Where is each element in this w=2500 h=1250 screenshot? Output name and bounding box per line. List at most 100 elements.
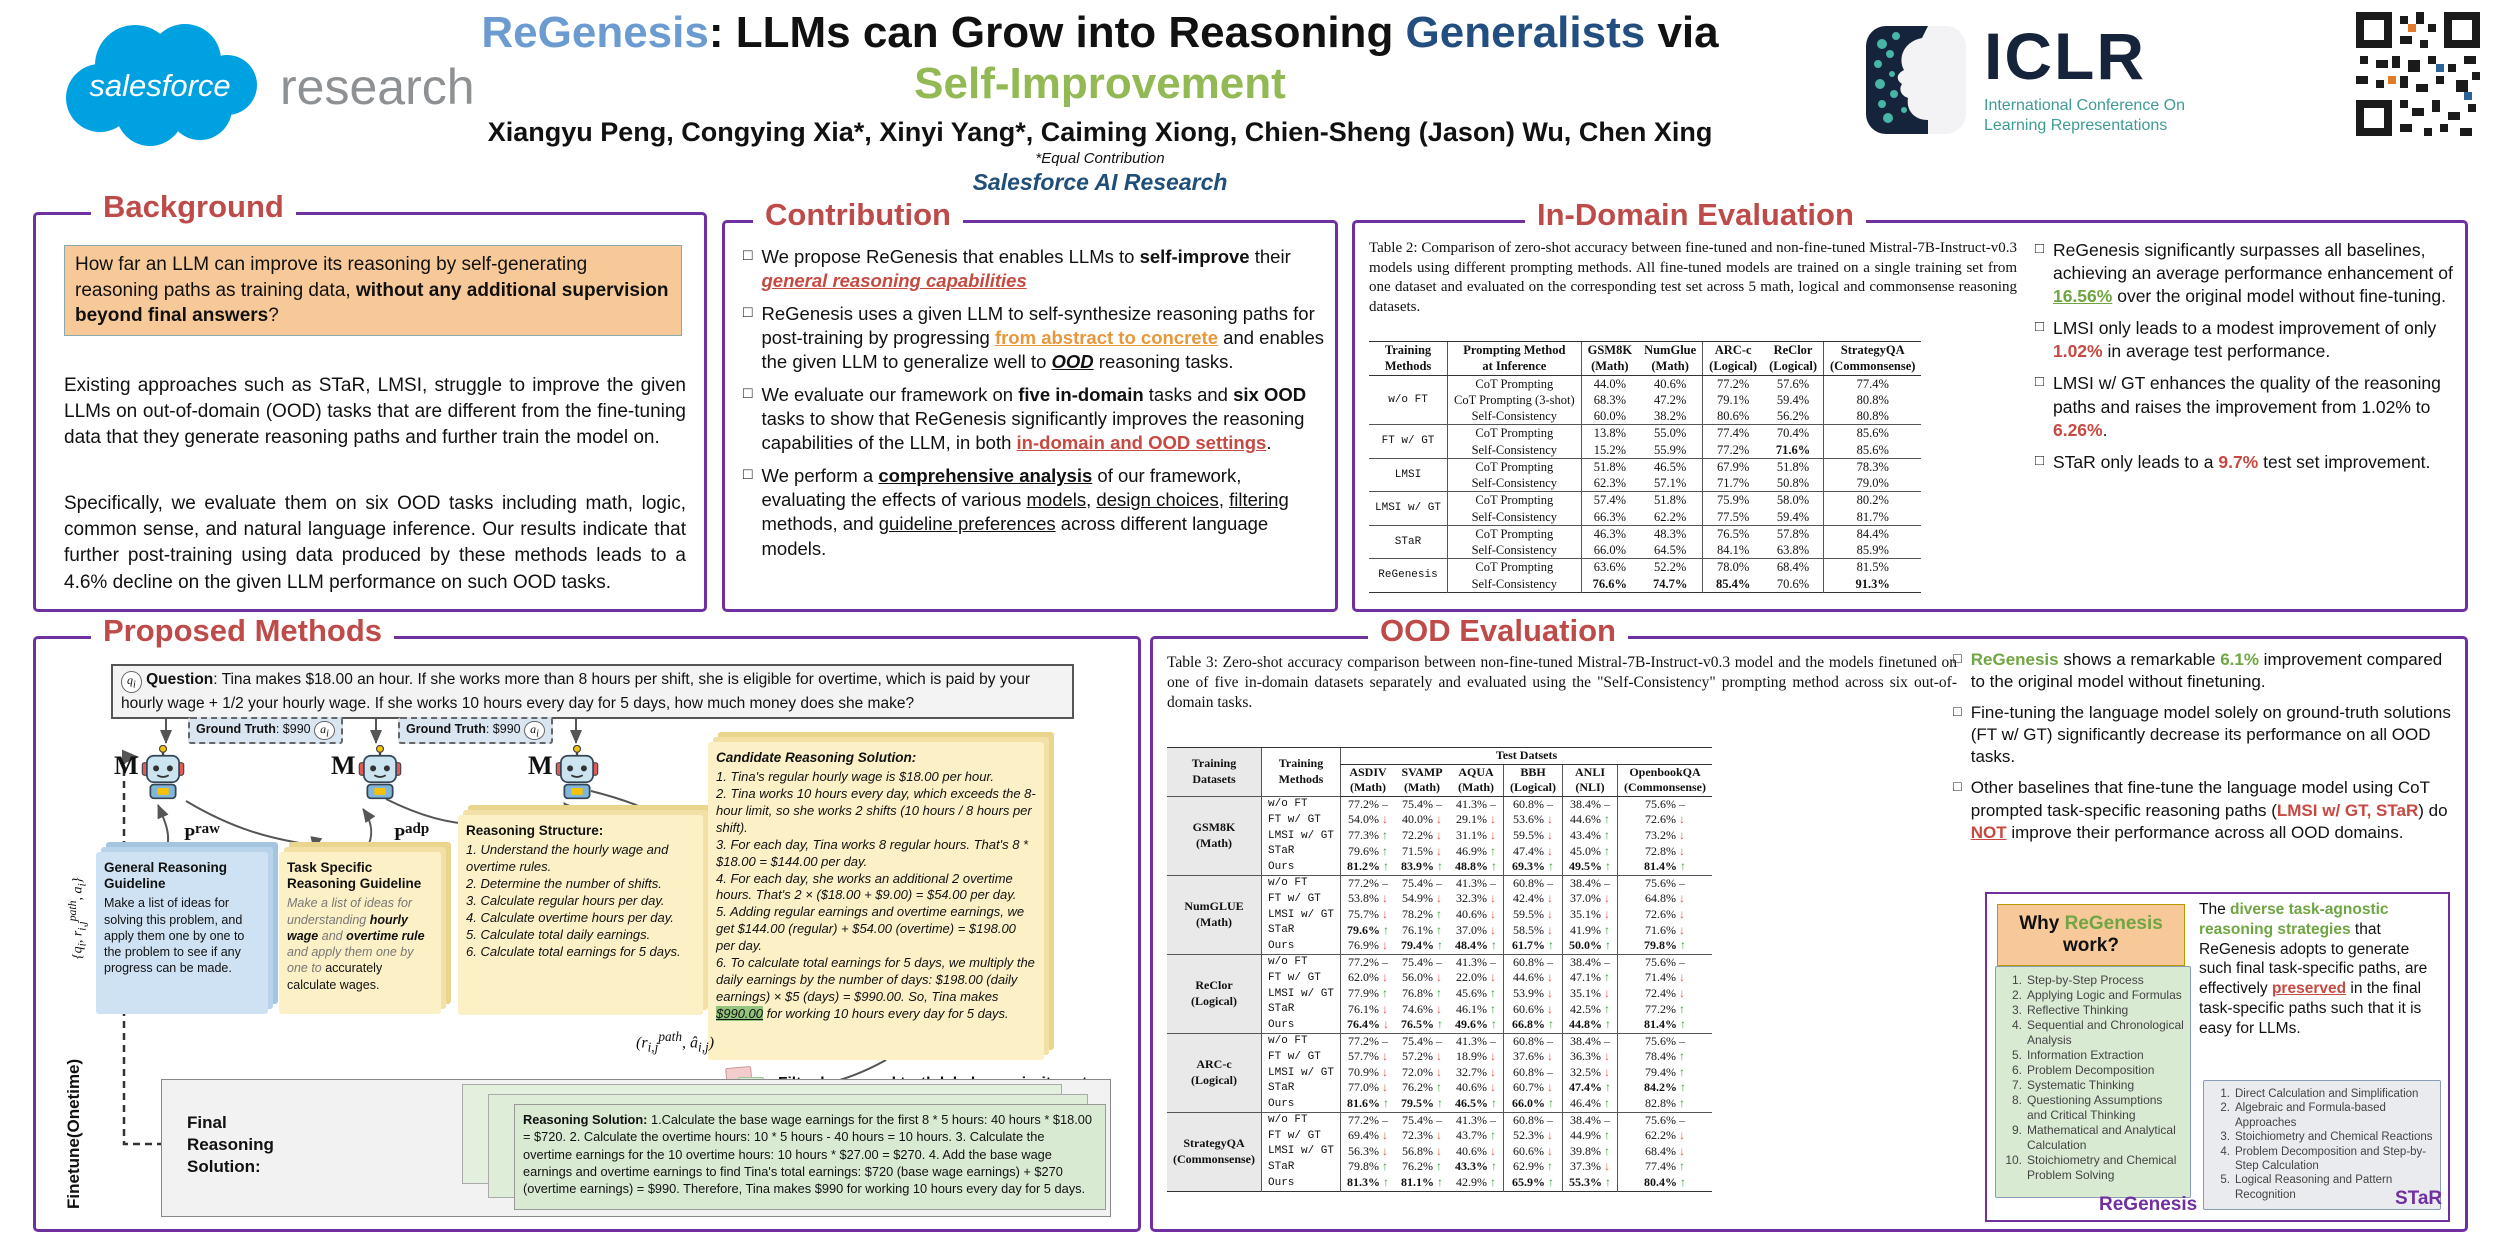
text-segment: We propose ReGenesis that enables LLMs t… [761, 246, 1140, 267]
text-segment: tasks and [1143, 384, 1234, 406]
table-cell: 79.6% ↑ [1340, 843, 1396, 860]
header-line1: AQUA [1458, 764, 1494, 779]
dataset-name: GSM8K [1192, 820, 1236, 835]
cell-value: 38.4% [1570, 1112, 1602, 1127]
text-segment: improve their performance across all OOD… [2006, 822, 2404, 842]
bullet-text: STaR only leads to a 9.7% test set impro… [2053, 451, 2455, 474]
list-number: 4. [2011, 1018, 2022, 1032]
ground-truth-box-1: Ground Truth: $990 ai [188, 717, 343, 745]
why-title: Why ReGenesis work? [1997, 904, 2185, 966]
trend-icon: – [1487, 954, 1497, 969]
cell-value: 46.4% [1570, 1096, 1602, 1111]
table-cell: 75.7% ↓ [1340, 906, 1396, 923]
table-cell: 44.8% ↑ [1562, 1017, 1618, 1034]
trend-icon: ↓ [1676, 891, 1686, 906]
trend-icon: ↓ [1379, 1143, 1389, 1158]
iclr-subtitle: International Conference On Learning Rep… [1984, 97, 2186, 134]
table-cell: 55.9% [1653, 442, 1687, 457]
table-cell: 71.5% ↓ [1395, 844, 1449, 860]
table-row: STaR 76.1% ↓ 74.6% ↓ 46.1% ↑ 60.6% ↓ 42.5% ↑ 7… [1167, 1001, 1713, 1018]
cell-value: 59.5% [1513, 906, 1545, 921]
text-segment: ? [268, 305, 279, 327]
cell-value: 60.8% [1513, 954, 1545, 969]
table-cell: 59.5% ↓ [1503, 827, 1563, 844]
header-line2: (Commonsense) [1624, 780, 1707, 795]
table-cell: 18.9% ↓ [1449, 1049, 1504, 1065]
text-segment: : $990 [275, 722, 315, 736]
cell-value: 79.6% [1347, 922, 1381, 937]
table-cell: 60.8% – [1503, 1032, 1563, 1050]
ood-title: OOD Evaluation [1368, 613, 1628, 649]
text-segment: 1.Calculate the base wage earnings for t… [523, 1112, 1093, 1197]
table-row: LMSI w/ GT CoT Prompting 57.4% 51.8% 75.9% 58… [1369, 491, 1922, 526]
trend-icon: ↑ [1601, 812, 1611, 827]
table-cell: 47.2% [1653, 392, 1687, 407]
bullet-square-icon: □ [743, 466, 753, 484]
training-method-cell: w/o FT [1260, 1111, 1341, 1129]
trend-icon: ↓ [1601, 906, 1611, 921]
table-cell: Self-Consistency [1447, 575, 1582, 593]
table-cell: 59.4% [1776, 392, 1810, 407]
trend-icon: ↓ [1544, 843, 1554, 858]
text-segment: Other baselines that fine-tune the langu… [1970, 778, 2430, 820]
trend-icon: – [1601, 1033, 1611, 1048]
cell-value: 38.4% [1570, 954, 1602, 969]
cell-value: 76.8% [1402, 985, 1434, 1000]
bullet-text: We perform a comprehensive analysis of o… [762, 464, 1326, 560]
table-cell: 76.8% ↑ [1395, 986, 1449, 1002]
trend-icon: ↓ [1380, 1017, 1390, 1032]
cell-value: 77.2% [1348, 1033, 1380, 1048]
cell-value: 55.3% [1569, 1175, 1603, 1190]
table-cell: 42.4% ↓ [1503, 891, 1563, 907]
cell-value: 45.6% [1456, 985, 1488, 1000]
text-segment: that ReGenesis adopts to generate such f… [2199, 920, 2428, 998]
list-text: Problem Decomposition [2027, 1063, 2155, 1077]
dataset-type: (Math) [1196, 835, 1232, 850]
table-row: w/o FT CoT Prompting 44.0% 40.6% 77.2% 57.6% 7… [1369, 374, 1922, 425]
trend-icon: ↓ [1601, 985, 1611, 1000]
superscript: path [66, 900, 79, 922]
table-row: LMSI w/ GT 56.3% ↓ 56.8% ↓ 40.6% ↓ 60.6% ↓ 39… [1167, 1143, 1713, 1160]
list-item: 5. Information Extraction [2002, 1048, 2184, 1063]
table-cell: 59.4% [1776, 509, 1810, 524]
table-cell: 55.0% [1638, 424, 1703, 442]
table-cell: 77.2% – [1340, 1032, 1396, 1050]
table-cell: 72.2% ↓ [1395, 828, 1449, 844]
text-segment: overtime rule [346, 928, 425, 943]
cell-value: 72.8% [1645, 843, 1677, 858]
text-segment: : Tina makes $18.00 an hour. If she work… [121, 671, 1031, 713]
table-cell: CoT Prompting [1447, 558, 1582, 576]
cell-value: 76.1% [1402, 922, 1434, 937]
list-text: Systematic Thinking [2027, 1078, 2135, 1092]
training-method-cell: w/o FT [1260, 795, 1341, 813]
trend-icon: ↑ [1677, 938, 1687, 953]
trend-icon: ↓ [1379, 1049, 1389, 1064]
table-cell: CoT Prompting [1447, 491, 1582, 509]
cell-value: 56.8% [1402, 1143, 1434, 1158]
dataset-name: NumGLUE [1184, 899, 1244, 914]
text-segment: reasoning tasks. [1093, 351, 1234, 373]
trend-icon: ↑ [1544, 1159, 1554, 1174]
cell-value: 44.6% [1570, 812, 1602, 827]
trend-icon: – [1544, 1033, 1554, 1048]
table-row: FT w/ GT CoT Prompting 13.8% 55.0% 77.4% 70.4… [1369, 424, 1922, 459]
text-segment: 6.26% [2052, 419, 2103, 440]
bullet-square-icon: □ [1953, 651, 1962, 667]
cell-value: 37.0% [1570, 891, 1602, 906]
table-cell: 44.6% ↓ [1503, 970, 1563, 986]
bullet-item: □ ReGenesis uses a given LLM to self-synt… [743, 302, 1325, 374]
ood-table: Training Datasets Training Methods Test Dats… [1167, 747, 1713, 1192]
trend-icon: ↓ [1379, 1080, 1389, 1095]
training-method-cell: w/o FT [1369, 374, 1448, 425]
trend-icon: ↑ [1601, 1128, 1611, 1143]
cell-value: 75.4% [1402, 1112, 1434, 1127]
bullet-square-icon: □ [1953, 704, 1962, 721]
ai-symbol: ai [314, 721, 335, 741]
table-cell: 62.3% [1580, 475, 1639, 492]
table-cell: 85.9% [1823, 542, 1922, 559]
subscript: i [133, 679, 136, 691]
svg-text:salesforce: salesforce [89, 68, 230, 103]
list-number: 10. [2005, 1153, 2022, 1167]
trend-icon: ↓ [1379, 938, 1389, 953]
cell-value: 79.5% [1401, 1096, 1435, 1111]
